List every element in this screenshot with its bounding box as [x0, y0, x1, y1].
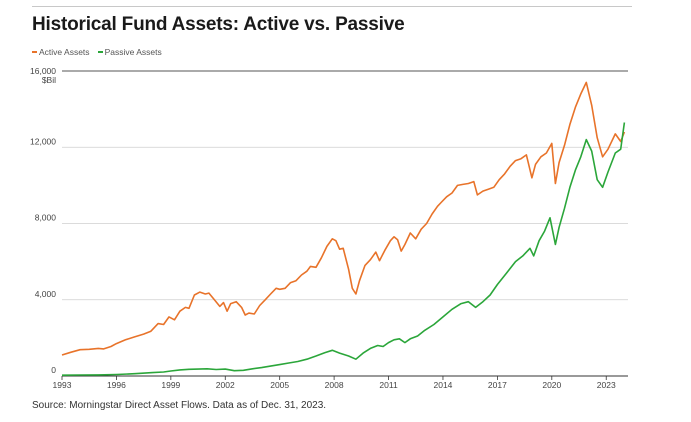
x-tick-label: 2014	[434, 380, 453, 390]
y-tick-label: 0	[51, 365, 56, 375]
x-tick-label: 2005	[270, 380, 289, 390]
x-tick-label: 2023	[597, 380, 616, 390]
x-tick-label: 2017	[488, 380, 507, 390]
x-tick-label: 1999	[161, 380, 180, 390]
y-unit-label: $Bil	[42, 75, 56, 85]
y-tick-label: 16,000	[30, 66, 56, 76]
legend-swatch-active	[32, 51, 37, 53]
y-tick-label: 8,000	[35, 213, 57, 223]
x-tick-label: 1996	[107, 380, 126, 390]
x-tick-label: 1993	[53, 380, 72, 390]
x-tick-label: 2020	[542, 380, 561, 390]
series-line-passive	[61, 122, 626, 376]
source-text: Morningstar Direct Asset Flows. Data as …	[69, 400, 327, 411]
legend-label-active: Active Assets	[39, 47, 90, 57]
source-note: Source: Morningstar Direct Asset Flows. …	[32, 400, 326, 411]
y-tick-label: 12,000	[30, 136, 56, 146]
x-tick-label: 2011	[379, 380, 398, 390]
y-tick-label: 4,000	[35, 289, 57, 299]
series-line-active	[61, 81, 626, 356]
source-label: Source:	[32, 400, 67, 411]
title-rule	[32, 6, 632, 7]
x-tick-label: 2002	[216, 380, 235, 390]
x-tick-label: 2008	[325, 380, 344, 390]
legend-label-passive: Passive Assets	[104, 47, 162, 57]
legend-swatch-passive	[97, 51, 103, 53]
legend-item-passive: Passive Assets	[97, 47, 162, 57]
legend-item-active: Active Assets	[32, 47, 90, 57]
legend: Active Assets Passive Assets	[32, 47, 162, 57]
chart-title: Historical Fund Assets: Active vs. Passi…	[32, 14, 405, 35]
